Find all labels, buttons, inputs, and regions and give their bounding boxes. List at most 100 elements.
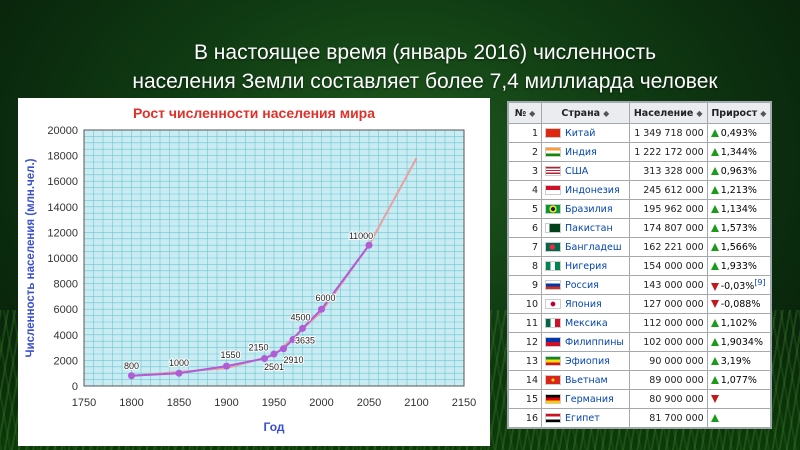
- x-tick-label: 2000: [309, 397, 333, 409]
- country-cell[interactable]: Япония: [541, 294, 630, 314]
- growth-cell: [706, 408, 772, 428]
- y-tick-label: 12000: [47, 227, 78, 239]
- data-point: [261, 354, 268, 362]
- x-tick-label: 2050: [357, 397, 381, 409]
- country-name[interactable]: Бразилия: [565, 203, 613, 215]
- country-name[interactable]: США: [565, 165, 589, 177]
- growth-value: 1,573%: [720, 222, 757, 234]
- country-name[interactable]: Вьетнам: [565, 374, 608, 386]
- population-cell: 143 000 000: [628, 275, 708, 295]
- table-row: 10 Япония 127 000 000 -0,088%: [508, 294, 772, 314]
- chart-title: Рост численности населения мира: [133, 105, 375, 121]
- growth-value: 1,933%: [720, 260, 757, 272]
- country-name[interactable]: Индонезия: [565, 184, 620, 196]
- x-tick-label: 1950: [262, 397, 286, 409]
- row-number: 9: [508, 275, 542, 295]
- growth-value: 3,19%: [720, 355, 751, 367]
- increase-arrow-icon: [710, 224, 719, 232]
- data-point: [289, 335, 297, 343]
- table-row: 4 Индонезия 245 612 000 1,213%: [508, 180, 772, 200]
- country-cell[interactable]: Нигерия: [541, 256, 630, 276]
- country-name[interactable]: Бангладеш: [565, 241, 622, 253]
- country-cell[interactable]: Бразилия: [541, 199, 630, 219]
- population-cell: 1 222 172 000: [628, 142, 708, 162]
- country-cell[interactable]: Индия: [541, 142, 630, 162]
- header-growth[interactable]: Прирост ◆: [706, 102, 772, 124]
- country-name[interactable]: Индия: [565, 146, 597, 158]
- country-name[interactable]: Нигерия: [565, 260, 608, 272]
- growth-cell: 3,19%: [706, 351, 772, 371]
- country-name[interactable]: Эфиопия: [565, 355, 610, 367]
- row-number: 5: [508, 199, 542, 219]
- table-row: 3 США 313 328 000 0,963%: [508, 161, 772, 181]
- country-cell[interactable]: Индонезия: [541, 180, 630, 200]
- country-cell[interactable]: США: [541, 161, 630, 181]
- row-number: 11: [508, 313, 542, 333]
- data-label: 800: [124, 361, 139, 371]
- table-row: 12 Филиппины 102 000 000 1,9034%: [508, 332, 772, 352]
- country-cell[interactable]: Бангладеш: [541, 237, 630, 257]
- data-point: [223, 362, 230, 370]
- data-point: [299, 324, 306, 332]
- country-name[interactable]: Пакистан: [565, 222, 613, 234]
- country-name[interactable]: Россия: [565, 279, 599, 291]
- data-point: [318, 305, 325, 313]
- country-name[interactable]: Япония: [565, 298, 602, 310]
- row-number: 15: [508, 389, 542, 409]
- country-name[interactable]: Мексика: [565, 317, 608, 329]
- growth-cell: 1,573%: [706, 218, 772, 238]
- table-row: 8 Нигерия 154 000 000 1,933%: [508, 256, 772, 276]
- country-name[interactable]: Германия: [565, 393, 614, 405]
- flag-icon-ng: [545, 261, 561, 271]
- country-cell[interactable]: Россия: [541, 275, 630, 295]
- country-name[interactable]: Египет: [565, 412, 600, 424]
- country-cell[interactable]: Филиппины: [541, 332, 630, 352]
- y-tick-label: 6000: [54, 304, 78, 316]
- country-name[interactable]: Филиппины: [565, 336, 624, 348]
- country-name[interactable]: Китай: [565, 127, 596, 139]
- data-label: 3635: [295, 335, 315, 345]
- country-cell[interactable]: Пакистан: [541, 218, 630, 238]
- table-row: 5 Бразилия 195 962 000 1,134%: [508, 199, 772, 219]
- country-cell[interactable]: Мексика: [541, 313, 630, 333]
- header-number[interactable]: № ◆: [508, 102, 542, 124]
- flag-icon-bd: [545, 242, 561, 252]
- data-label: 1550: [220, 350, 240, 360]
- growth-cell: 1,933%: [706, 256, 772, 276]
- population-cell: 245 612 000: [628, 180, 708, 200]
- reference-link[interactable]: [9]: [754, 277, 766, 287]
- flag-icon-mx: [545, 318, 561, 328]
- growth-cell: -0,03%[9]: [706, 275, 772, 295]
- population-cell: 154 000 000: [628, 256, 708, 276]
- population-cell: 174 807 000: [628, 218, 708, 238]
- country-cell[interactable]: Германия: [541, 389, 630, 409]
- flag-icon-in: [545, 147, 561, 157]
- growth-value: 1,077%: [720, 374, 757, 386]
- country-cell[interactable]: Египет: [541, 408, 630, 428]
- data-label: 2910: [283, 355, 303, 365]
- country-cell[interactable]: Китай: [541, 123, 630, 143]
- table-row: 9 Россия 143 000 000 -0,03%[9]: [508, 275, 772, 295]
- row-number: 16: [508, 408, 542, 428]
- row-number: 2: [508, 142, 542, 162]
- population-cell: 195 962 000: [628, 199, 708, 219]
- increase-arrow-icon: [710, 338, 719, 346]
- data-point: [280, 345, 287, 353]
- data-label: 2501: [264, 362, 284, 372]
- increase-arrow-icon: [710, 148, 719, 156]
- decrease-arrow-icon: [710, 282, 719, 291]
- population-cell: 90 000 000: [628, 351, 708, 371]
- slide-title-line-2: населения Земли составляет более 7,4 мил…: [132, 70, 718, 93]
- table-header-row: № ◆ Страна ◆ Население ◆ Прирост ◆: [508, 102, 772, 124]
- header-population[interactable]: Население ◆: [628, 102, 708, 124]
- y-tick-label: 10000: [47, 253, 78, 265]
- x-tick-label: 1850: [167, 397, 191, 409]
- header-country[interactable]: Страна ◆: [541, 102, 630, 124]
- country-cell[interactable]: Вьетнам: [541, 370, 630, 390]
- growth-value: 1,134%: [720, 203, 757, 215]
- row-number: 6: [508, 218, 542, 238]
- y-tick-label: 2000: [54, 355, 78, 367]
- population-chart: Рост численности населения мира 0 2000 4000…: [18, 98, 490, 446]
- country-cell[interactable]: Эфиопия: [541, 351, 630, 371]
- data-label: 2150: [248, 342, 268, 352]
